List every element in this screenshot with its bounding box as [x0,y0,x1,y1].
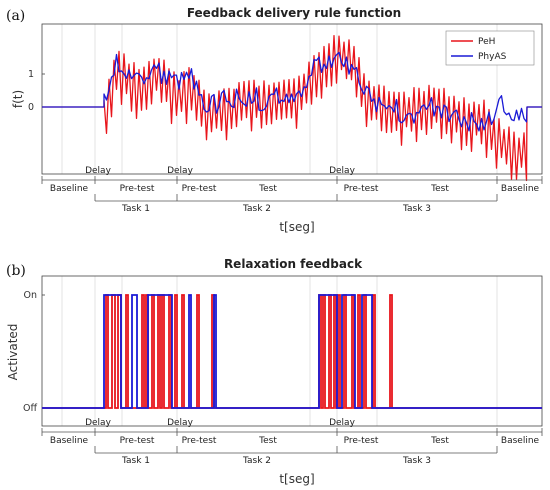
b-phase-test-2: Test [258,436,277,446]
a-task-1: Task 1 [121,204,150,214]
panel-b-label: (b) [6,263,26,279]
legend-phyas: PhyAS [478,52,507,62]
panel-a-phase-axis [41,176,543,202]
b-phase-delay-1: Delay [85,418,111,428]
b-task-1: Task 1 [121,456,150,466]
legend-peh: PeH [478,37,495,47]
b-phase-pretest-1: Pre-test [120,436,155,446]
b-phase-baseline-start: Baseline [50,436,89,446]
panel-a-y-axis-label: f(t) [11,90,25,108]
panel-b-x-axis-label: t[seg] [279,472,314,486]
b-phase-pretest-2: Pre-test [182,436,217,446]
panel-b-series-phyas [42,294,542,409]
a-task-2: Task 2 [242,204,271,214]
panel-b-plot-frame [41,275,543,427]
panel-a-title: Feedback delivery rule function [187,6,401,20]
panel-b-series-peh [42,294,542,409]
a-phase-delay-1: Delay [85,166,111,176]
a-phase-baseline-start: Baseline [50,184,89,194]
a-phase-test-2: Test [258,184,277,194]
panel-a-ytick-1: 1 [28,69,34,80]
panel-a-x-axis-label: t[seg] [279,220,314,234]
panel-a-series-peh [42,34,542,182]
b-phase-delay-2: Delay [167,418,193,428]
b-phase-baseline-end: Baseline [501,436,540,446]
a-phase-delay-2: Delay [167,166,193,176]
panel-b-ytick-on: On [24,290,38,301]
b-phase-delay-3: Delay [329,418,355,428]
panel-a-label: (a) [6,8,25,24]
b-task-2: Task 2 [242,456,271,466]
panel-a-plot-frame [41,23,543,175]
panel-b-title: Relaxation feedback [224,257,363,271]
a-phase-pretest-1: Pre-test [120,184,155,194]
a-phase-baseline-end: Baseline [501,184,540,194]
panel-a-ytick-0: 0 [28,102,34,113]
panel-b-ytick-off: Off [23,403,37,414]
panel-a-legend: PeH PhyAS [445,30,535,66]
b-phase-test-3: Test [430,436,449,446]
a-phase-delay-3: Delay [329,166,355,176]
a-phase-test-3: Test [430,184,449,194]
panel-a-series-phyas [42,51,542,132]
panel-b-phase-axis [41,428,543,454]
a-phase-pretest-3: Pre-test [344,184,379,194]
a-phase-pretest-2: Pre-test [182,184,217,194]
b-phase-pretest-3: Pre-test [344,436,379,446]
panel-b-y-axis-label: Activated [6,324,20,381]
b-task-3: Task 3 [402,456,431,466]
a-task-3: Task 3 [402,204,431,214]
